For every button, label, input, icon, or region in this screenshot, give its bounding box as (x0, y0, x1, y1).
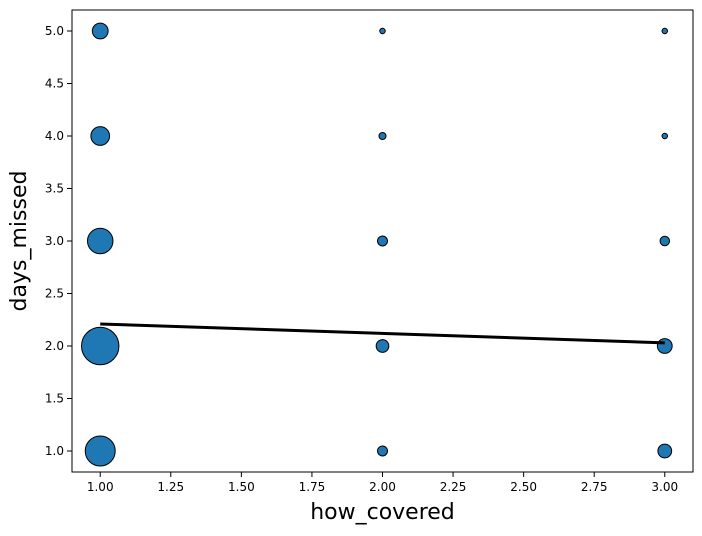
x-tick-label: 2.75 (581, 480, 608, 494)
y-tick-label: 2.0 (45, 339, 64, 353)
y-tick-label: 5.0 (45, 24, 64, 38)
data-point (656, 338, 673, 354)
x-axis-ticks: 1.00 1.25 1.50 1.75 2.00 2.25 2.50 2.75 3.00 (87, 472, 678, 494)
x-tick-label: 1.00 (87, 480, 114, 494)
data-point (375, 339, 390, 353)
y-axis-ticks: 1.0 1.5 2.0 2.5 3.0 3.5 4.0 4.5 5.0 (45, 24, 72, 458)
y-tick-label: 4.0 (45, 129, 64, 143)
data-point (91, 22, 109, 40)
data-point (661, 27, 669, 35)
x-tick-label: 3.00 (651, 480, 678, 494)
data-point (378, 131, 387, 141)
data-point (90, 126, 111, 146)
x-tick-label: 1.75 (299, 480, 326, 494)
y-tick-label: 1.5 (45, 392, 64, 406)
data-point (86, 227, 114, 255)
data-point (379, 27, 386, 35)
y-tick-label: 2.5 (45, 287, 64, 301)
data-point (659, 235, 671, 247)
y-tick-label: 3.0 (45, 234, 64, 248)
x-tick-label: 1.25 (157, 480, 184, 494)
data-point (81, 326, 120, 366)
trend-line (100, 322, 665, 345)
trend-layer (100, 322, 665, 345)
data-point (377, 235, 388, 247)
x-tick-label: 2.50 (510, 480, 537, 494)
data-point (84, 435, 116, 467)
x-tick-label: 2.00 (369, 480, 396, 494)
y-tick-label: 1.0 (45, 444, 64, 458)
y-tick-label: 4.5 (45, 77, 64, 91)
y-tick-label: 3.5 (45, 182, 64, 196)
data-point (377, 445, 388, 457)
points-layer (81, 22, 673, 467)
y-axis-label: days_missed (7, 171, 32, 312)
x-tick-label: 2.25 (440, 480, 467, 494)
x-tick-label: 1.50 (228, 480, 255, 494)
data-point (657, 443, 673, 459)
x-axis-label: how_covered (310, 500, 455, 525)
data-point (661, 132, 669, 140)
